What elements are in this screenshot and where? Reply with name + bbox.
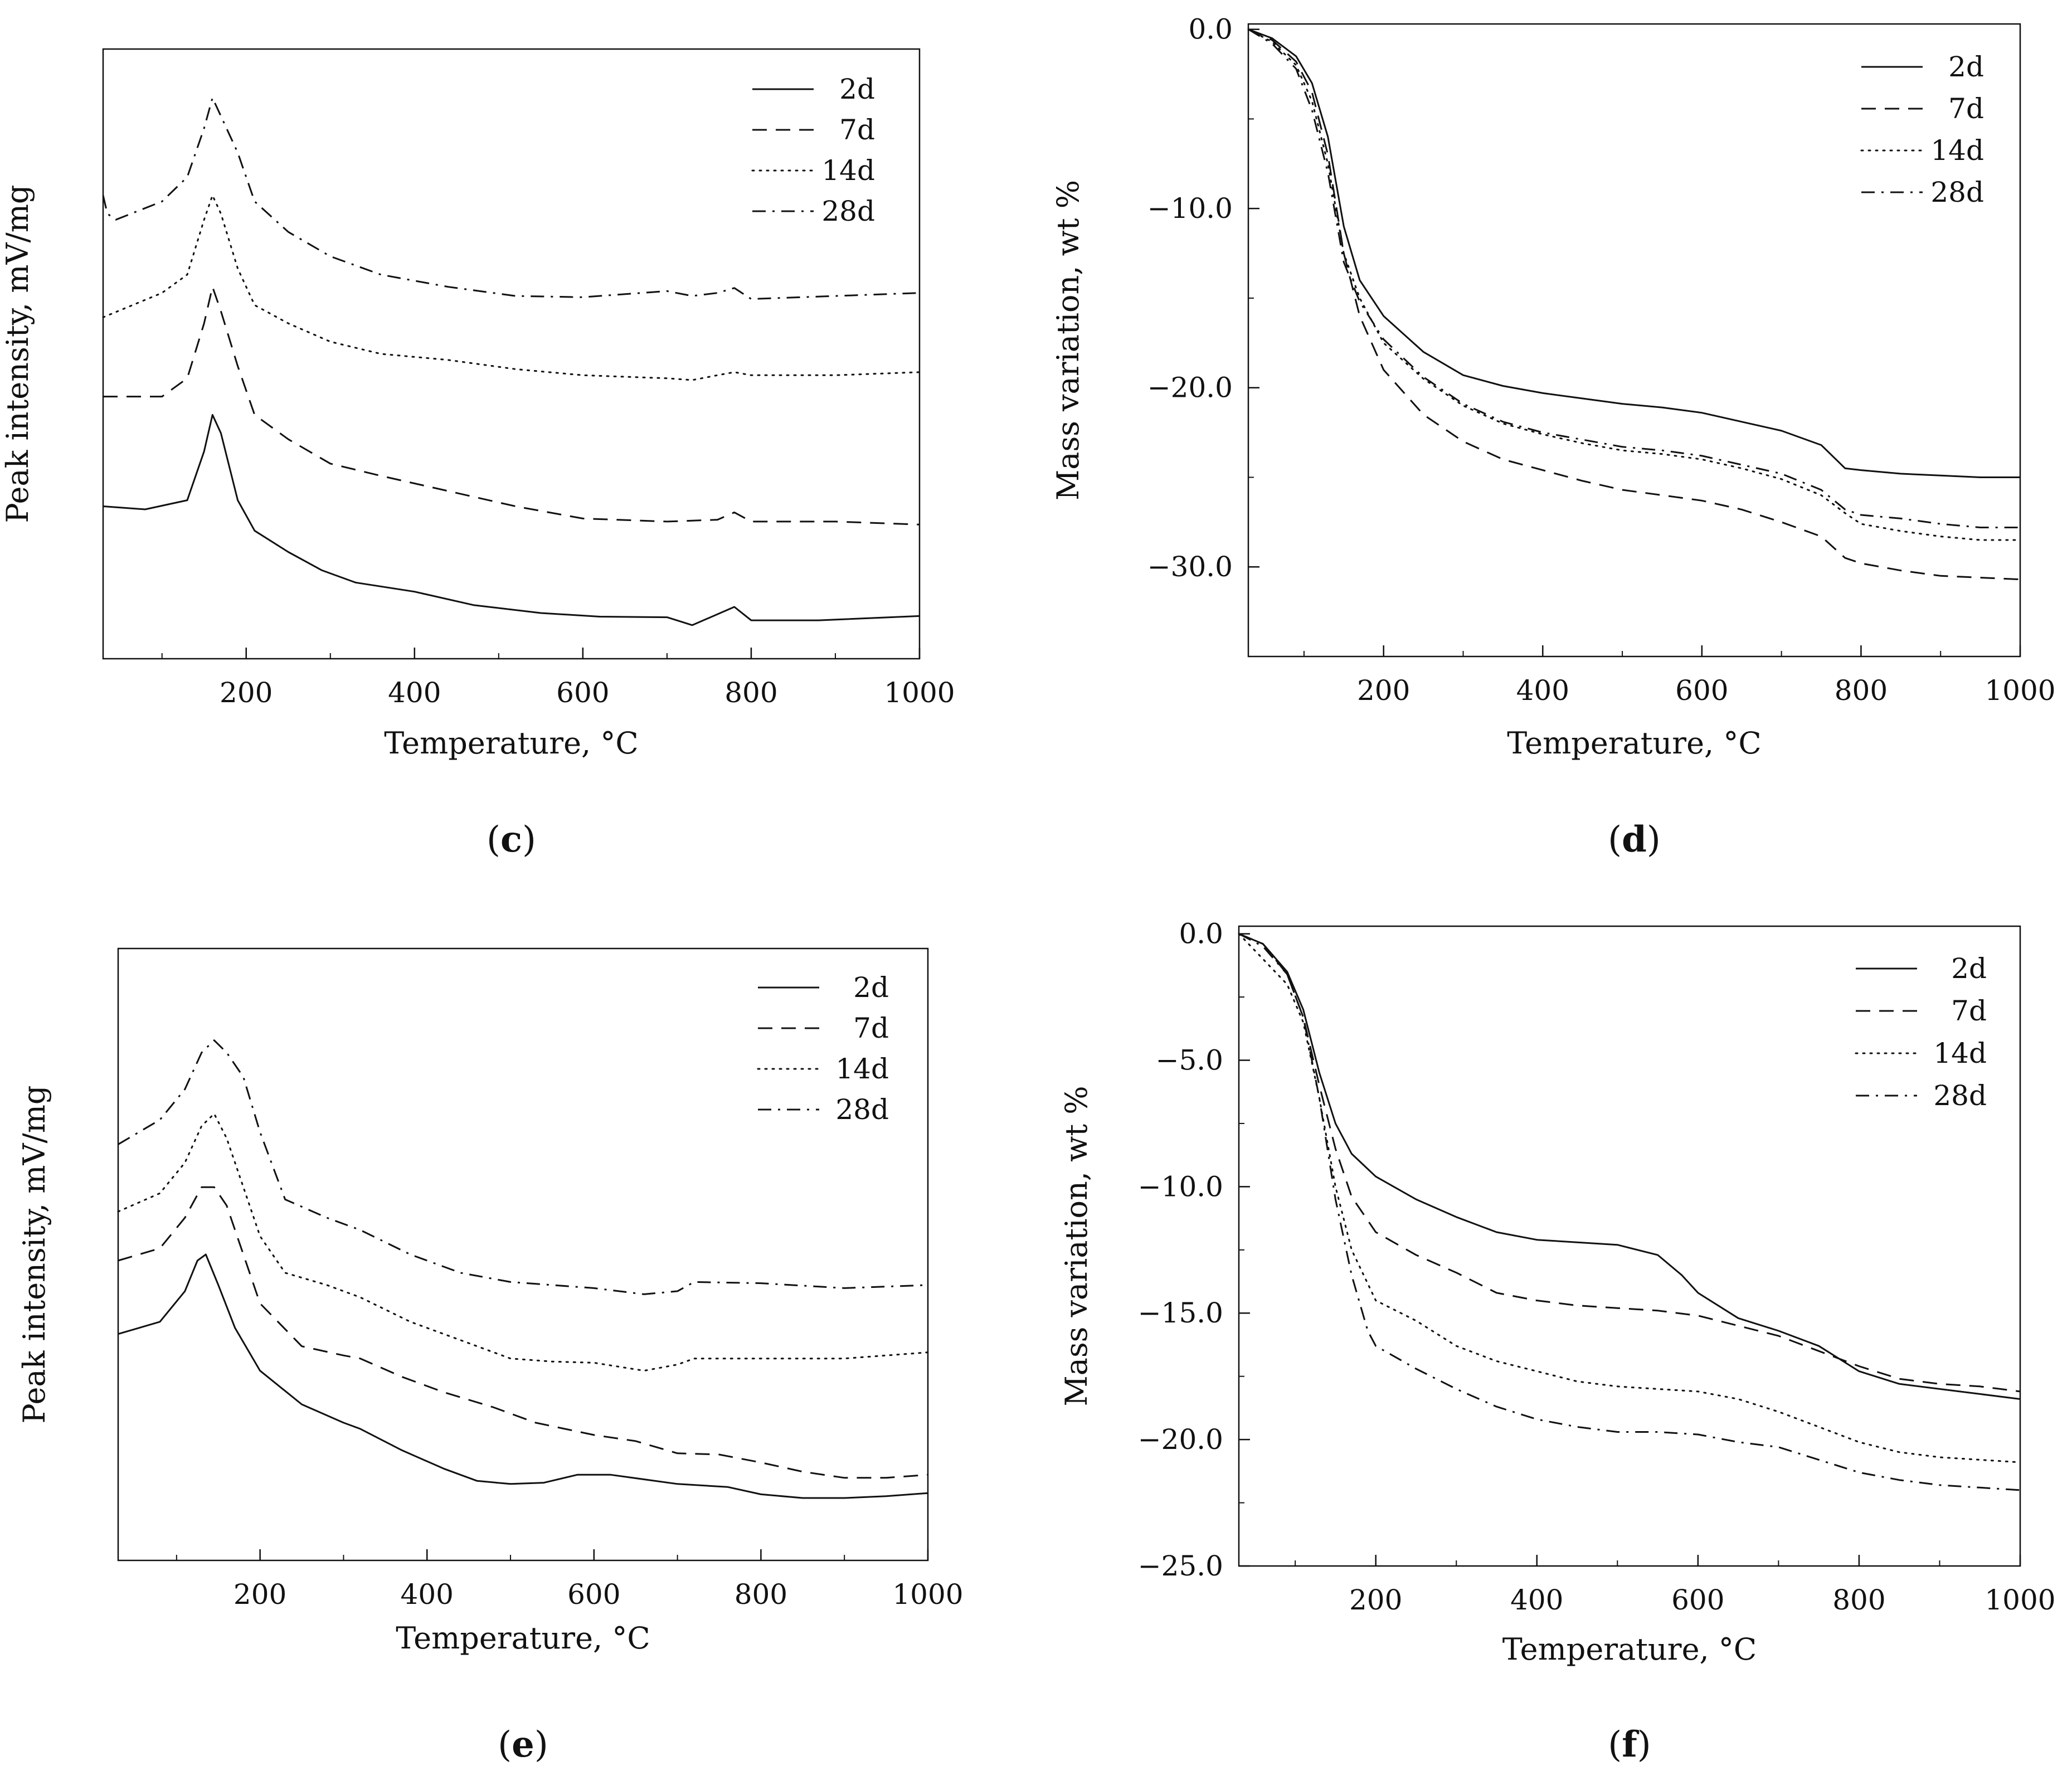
plot-frame (1238, 925, 2021, 1567)
legend-label: 7d (839, 114, 875, 146)
y-axis-label: Peak intensity, mV/mg (0, 185, 35, 523)
legend-label: 7d (1951, 995, 1987, 1027)
series-line-2d (1238, 933, 2021, 1400)
x-axis-label: Temperature, °C (1507, 726, 1761, 761)
panel-caption: (d) (1608, 819, 1661, 860)
legend-label: 14d (821, 154, 875, 187)
series-line-2d (118, 1253, 928, 1499)
y-tick-label: 0.0 (1188, 13, 1233, 46)
y-tick-label: −15.0 (1138, 1297, 1223, 1329)
y-tick-label: −10.0 (1138, 1170, 1223, 1203)
x-tick-label: 200 (1357, 674, 1410, 707)
x-tick-label: 600 (1671, 1584, 1724, 1616)
chart-panel-c: 200 400 600 800 1000 Temperature, °C Peak inte… (0, 48, 955, 860)
legend-label: 28d (835, 1093, 889, 1126)
series-line-28d (118, 1039, 928, 1295)
chart-panel-d: 200 400 600 800 1000 0.0 −10.0 −20.0 −30.0 Temper… (1050, 13, 2056, 860)
x-axis-label: Temperature, °C (384, 726, 638, 761)
panel-caption-letter: e (512, 1724, 534, 1765)
x-tick-label: 1000 (1985, 674, 2055, 707)
legend-label: 14d (1933, 1037, 1987, 1069)
x-tick-label: 800 (1835, 674, 1888, 707)
legend: 2d 7d 14d 28d (1855, 952, 1987, 1112)
y-tick-label: 0.0 (1179, 918, 1223, 950)
series-line-14d (1238, 933, 2021, 1463)
plot-frame (117, 947, 929, 1562)
legend-label: 7d (1948, 93, 1984, 125)
x-tick-label: 200 (1349, 1584, 1402, 1616)
legend-label: 7d (853, 1012, 889, 1044)
chart-panel-e: 200 400 600 800 1000 Temperature, °C Peak inte… (17, 947, 964, 1765)
legend-label: 2d (839, 73, 875, 105)
series-line-7d (1238, 933, 2021, 1393)
series-line-7d (118, 1186, 928, 1479)
panel-caption-letter: f (1622, 1724, 1639, 1765)
legend-label: 14d (835, 1053, 889, 1085)
panel-caption: (c) (487, 819, 536, 860)
x-tick-label: 600 (1675, 674, 1728, 707)
series-line-2d (103, 414, 920, 626)
legend-label: 28d (1933, 1079, 1987, 1112)
y-tick-label: −20.0 (1138, 1423, 1223, 1456)
panel-caption-letter: d (1622, 819, 1647, 860)
x-tick-label: 400 (401, 1578, 454, 1611)
x-tick-label: 400 (1510, 1584, 1563, 1616)
x-axis-label: Temperature, °C (396, 1621, 650, 1656)
x-tick-label: 1000 (892, 1578, 963, 1611)
chart-panel-f: 200 400 600 800 1000 0.0 −5.0 −10.0 −15.0 −20.0 −2… (1059, 918, 2056, 1765)
legend-label: 2d (1948, 51, 1984, 83)
x-tick-label: 400 (388, 677, 441, 709)
series-line-14d (1247, 28, 2021, 541)
x-tick-label: 800 (724, 677, 777, 709)
series-line-7d (1248, 28, 2021, 581)
y-axis-label: Mass variation, wt % (1059, 1086, 1094, 1406)
series-line-2d (1248, 28, 2020, 478)
panel-caption: (f) (1608, 1724, 1651, 1765)
x-tick-label: 1000 (884, 677, 955, 709)
legend: 2d 7d 14d 28d (757, 971, 889, 1126)
legend-label: 2d (1951, 952, 1987, 985)
x-tick-label: 200 (234, 1578, 286, 1611)
x-axis-label: Temperature, °C (1502, 1632, 1757, 1667)
plot-frame (1247, 23, 2021, 658)
y-axis-label: Peak intensity, mV/mg (17, 1086, 52, 1424)
series-line-14d (102, 194, 921, 381)
legend-label: 2d (853, 971, 889, 1004)
plot-frame (102, 48, 921, 660)
legend-label: 28d (1930, 176, 1984, 208)
x-tick-label: 800 (735, 1578, 787, 1611)
series-line-28d (1248, 28, 2020, 528)
series-line-7d (103, 286, 920, 526)
legend-label: 14d (1930, 134, 1984, 167)
x-tick-label: 200 (220, 677, 273, 709)
x-tick-label: 800 (1832, 1584, 1885, 1616)
legend-label: 28d (821, 195, 875, 227)
legend: 2d 7d 14d 28d (1860, 51, 1984, 208)
y-tick-label: −5.0 (1156, 1044, 1223, 1076)
legend: 2d 7d 14d 28d (751, 73, 875, 227)
x-tick-label: 1000 (1985, 1584, 2055, 1616)
panel-caption-letter: c (500, 819, 522, 860)
series-line-28d (102, 97, 920, 300)
x-tick-label: 400 (1516, 674, 1569, 707)
x-tick-label: 600 (567, 1578, 620, 1611)
y-tick-label: −20.0 (1147, 372, 1233, 404)
series-line-28d (1238, 933, 2021, 1491)
y-tick-label: −10.0 (1147, 192, 1233, 225)
x-tick-label: 600 (556, 677, 609, 709)
y-tick-label: −30.0 (1147, 551, 1233, 583)
y-tick-label: −25.0 (1138, 1550, 1223, 1582)
y-axis-label: Mass variation, wt % (1050, 180, 1086, 500)
panel-caption: (e) (498, 1724, 548, 1765)
